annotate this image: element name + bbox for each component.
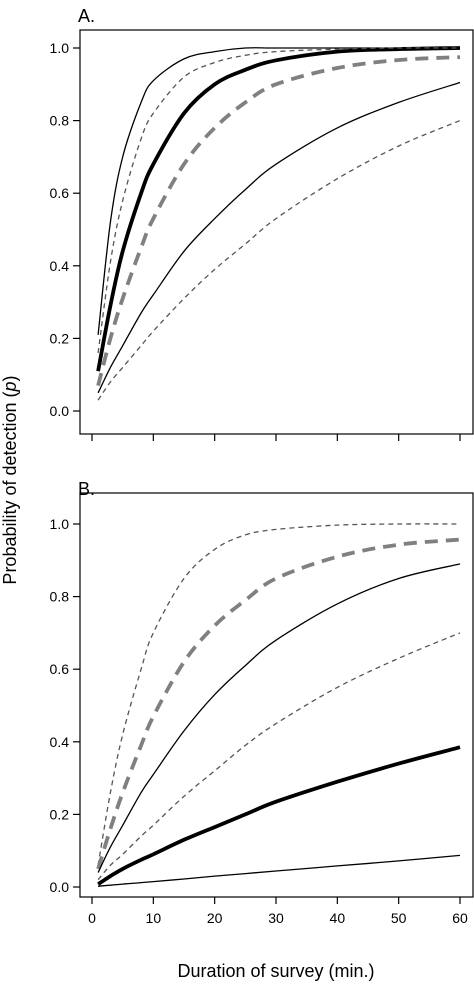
y-tick-label: 0.0 <box>50 879 70 895</box>
series-line-4 <box>97 632 461 881</box>
x-tick-label: 10 <box>146 910 162 926</box>
y-tick-label: 0.2 <box>50 330 70 346</box>
x-tick-label: 0 <box>88 910 96 926</box>
y-tick-label: 0.6 <box>50 661 70 677</box>
y-tick-label: 0.4 <box>50 734 70 750</box>
x-tick-label: 40 <box>330 910 346 926</box>
y-axis-title-variable: p <box>0 381 20 392</box>
plot-frame <box>79 492 474 898</box>
y-tick-label: 0.4 <box>50 258 70 274</box>
x-tick-label: 30 <box>268 910 284 926</box>
y-tick-label: 0.2 <box>50 806 70 822</box>
x-axis-title: Duration of survey (min.) <box>177 961 374 981</box>
x-tick-label: 20 <box>207 910 223 926</box>
y-axis-title-prefix: Probability of detection ( <box>0 391 20 584</box>
y-axis-title: Probability of detection (p) <box>0 375 20 584</box>
x-tick-label: 50 <box>391 910 407 926</box>
series-line-3 <box>97 47 461 353</box>
series-line-3 <box>97 563 461 873</box>
series-line-4 <box>96 55 461 387</box>
series-line-6 <box>97 119 461 401</box>
series-line-6 <box>98 854 461 887</box>
series-line-5 <box>97 81 461 394</box>
y-tick-label: 0.8 <box>50 589 70 605</box>
series-line-2 <box>96 537 461 870</box>
series-line-1 <box>97 523 461 866</box>
x-tick-label: 60 <box>452 910 468 926</box>
series-line-1 <box>97 47 460 335</box>
series-line-2 <box>96 46 461 372</box>
y-tick-label: 0.6 <box>50 185 70 201</box>
y-axis-title-suffix: ) <box>0 375 20 381</box>
panel-b: B. 0.0 0.2 0.4 0.6 0.8 1.0 0 10 20 30 40 50 60 <box>50 479 474 926</box>
panel-a: A. 0.0 0.2 0.4 0.6 0.8 1.0 <box>50 6 474 441</box>
y-tick-label: 1.0 <box>50 516 70 532</box>
panel-label: A. <box>78 6 95 26</box>
y-tick-label: 0.8 <box>50 113 70 129</box>
panel-label: B. <box>78 479 95 499</box>
y-tick-label: 0.0 <box>50 403 70 419</box>
series-line-5 <box>97 745 461 886</box>
y-tick-label: 1.0 <box>50 40 70 56</box>
plot-frame <box>79 29 474 435</box>
